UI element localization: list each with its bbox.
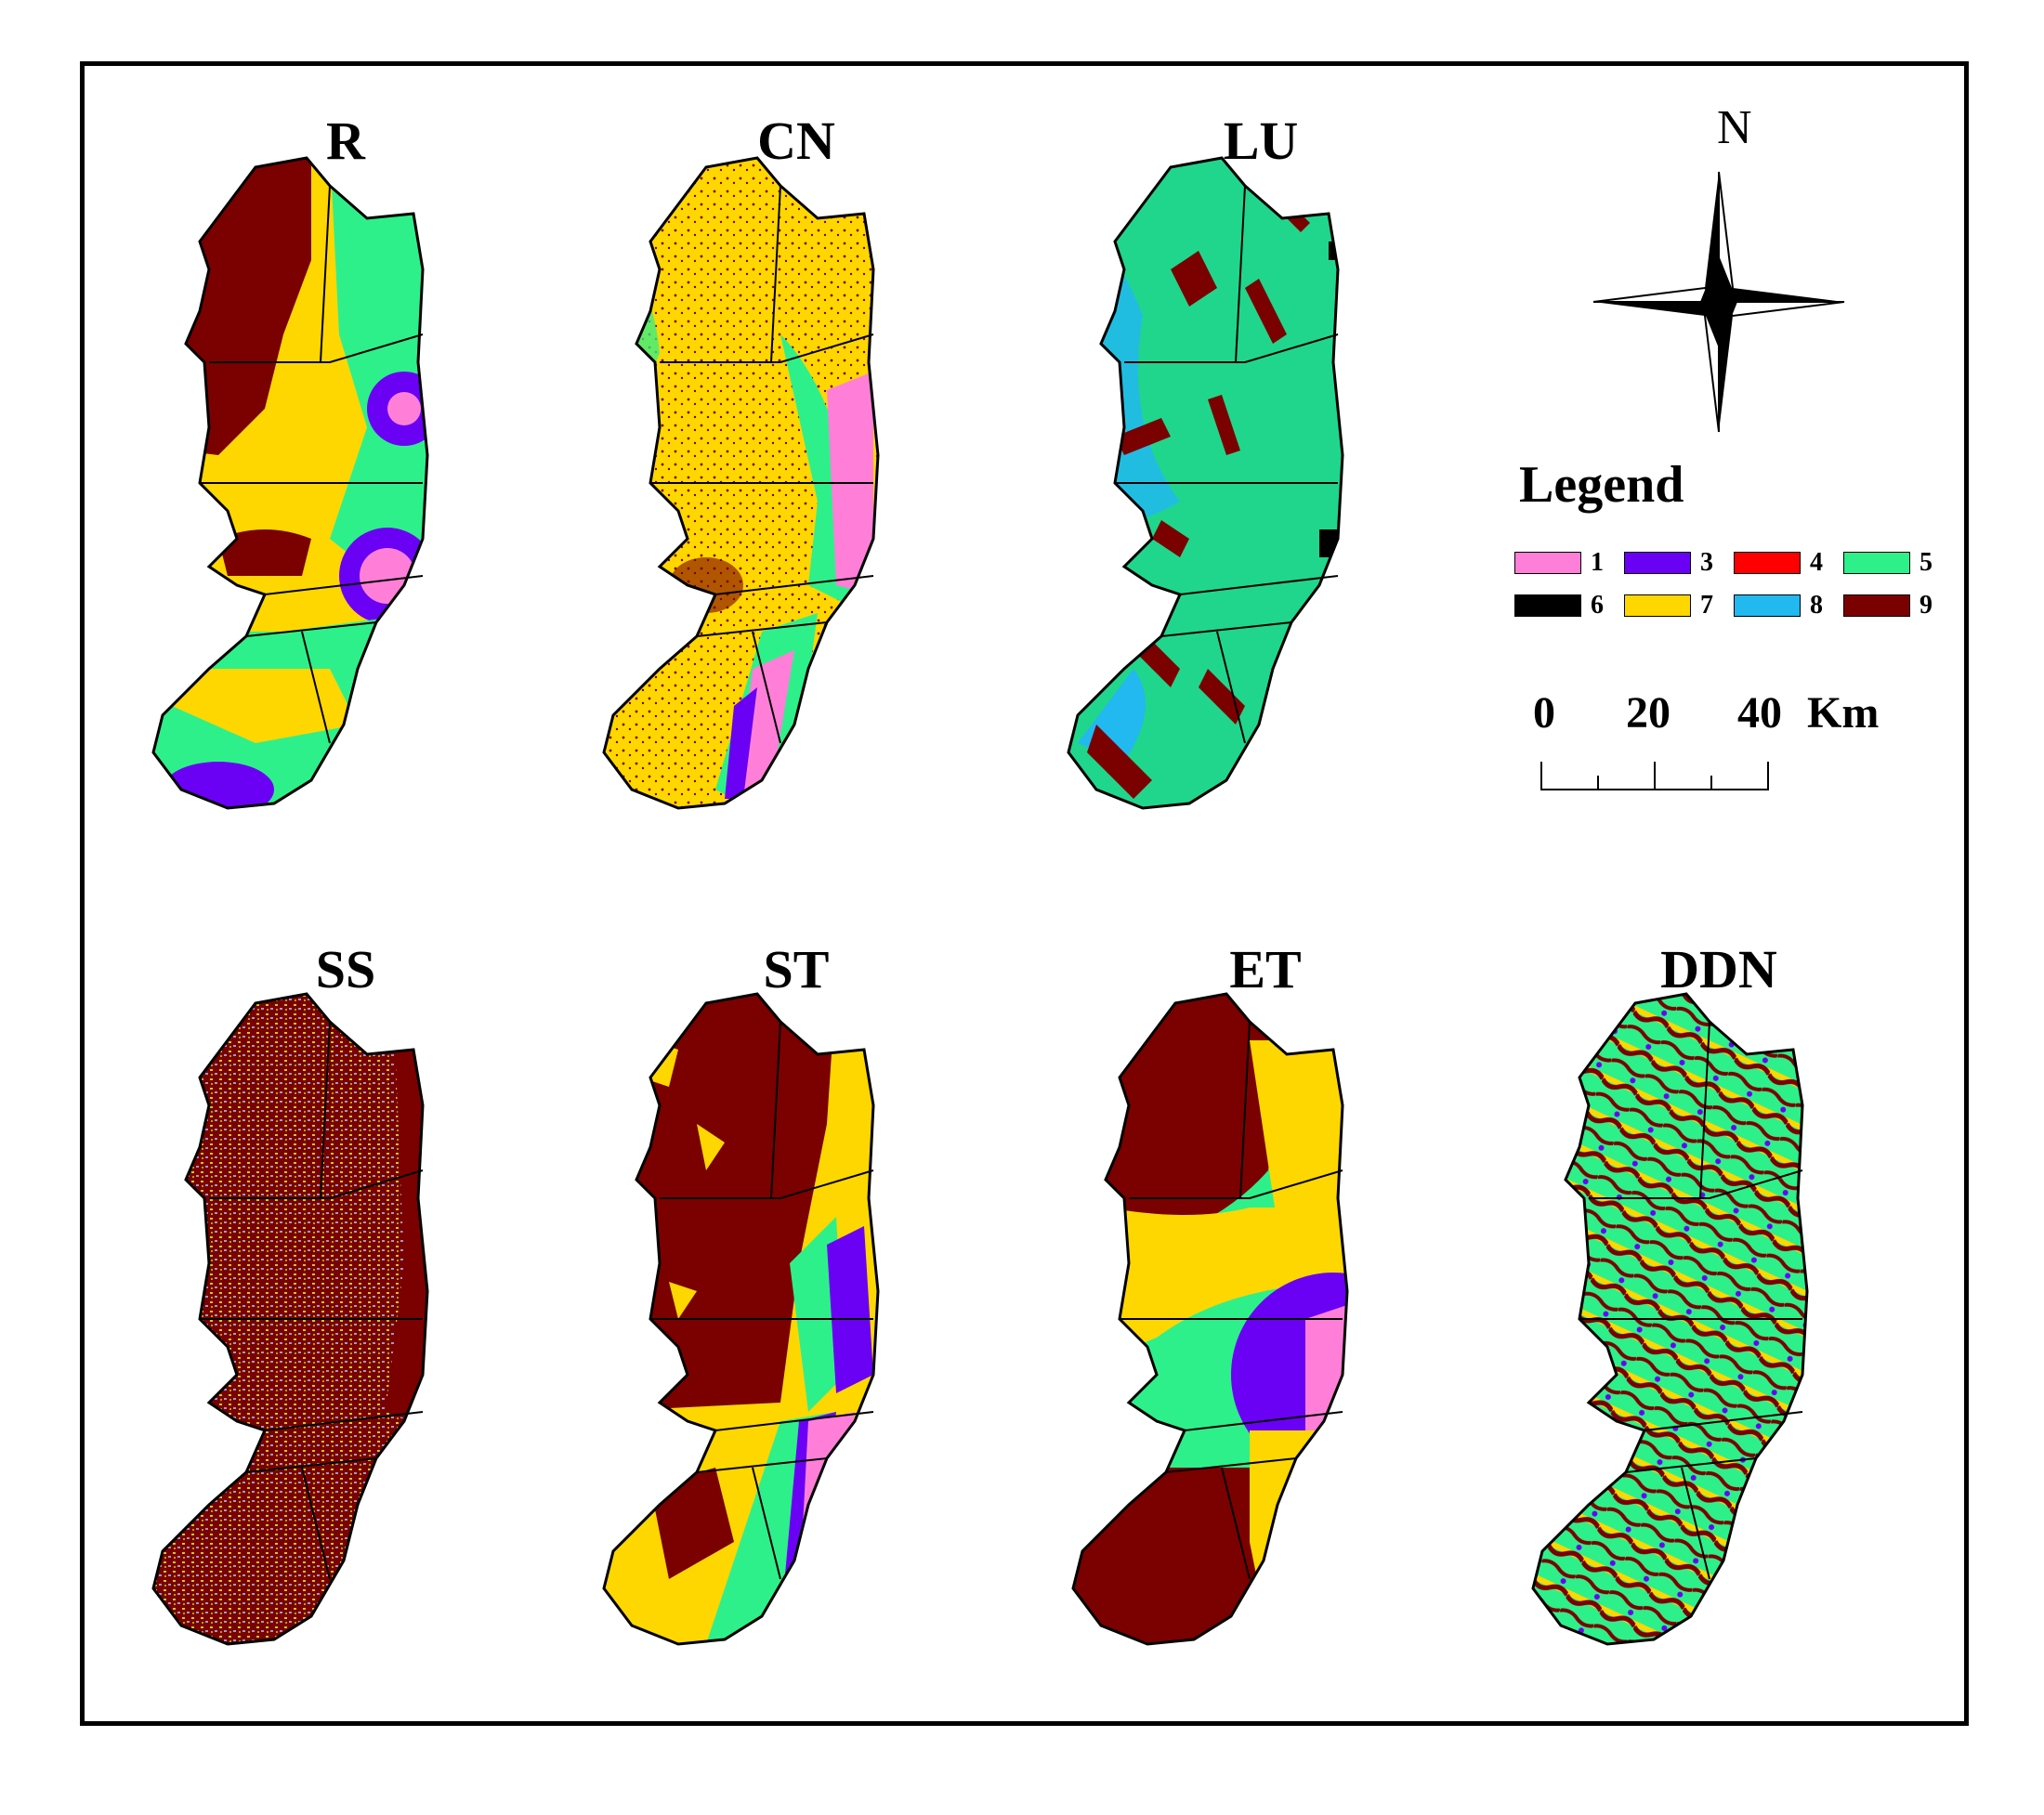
legend-swatch xyxy=(1734,594,1801,617)
legend-label: 3 xyxy=(1700,548,1713,577)
legend-swatch xyxy=(1514,594,1581,617)
legend-swatch xyxy=(1843,594,1910,617)
legend-item-5: 5 xyxy=(1843,548,1933,578)
legend-label: 8 xyxy=(1810,591,1823,620)
north-label: N xyxy=(1717,101,1752,154)
legend-swatch xyxy=(1624,594,1691,617)
panel-title-st: ST xyxy=(763,939,830,999)
legend-title: Legend xyxy=(1519,456,1684,514)
map-ddn xyxy=(1531,992,1809,1646)
legend-label: 1 xyxy=(1591,548,1604,577)
panel-title-lu: LU xyxy=(1223,111,1299,171)
map-lu xyxy=(1067,156,1344,810)
panel-title-cn: CN xyxy=(757,111,835,171)
scale-label-20: 20 xyxy=(1626,688,1671,738)
legend-item-9: 9 xyxy=(1843,591,1933,620)
legend-label: 6 xyxy=(1591,591,1604,620)
panel-title-et: ET xyxy=(1229,939,1302,999)
compass-rose-icon xyxy=(1592,171,1845,433)
scale-unit: Km xyxy=(1807,688,1880,738)
legend-label: 4 xyxy=(1810,548,1823,577)
map-r xyxy=(151,156,429,810)
legend-swatch xyxy=(1843,552,1910,574)
legend-item-4: 4 xyxy=(1734,548,1823,578)
panel-title-r: R xyxy=(326,111,365,171)
map-st xyxy=(602,992,880,1646)
legend-item-7: 7 xyxy=(1624,591,1713,620)
scale-bar xyxy=(1540,762,1769,790)
legend-item-8: 8 xyxy=(1734,591,1823,620)
legend-swatch xyxy=(1624,552,1691,574)
legend-swatch xyxy=(1734,552,1801,574)
legend-label: 7 xyxy=(1700,591,1713,620)
legend-label: 9 xyxy=(1920,591,1933,620)
map-et xyxy=(1071,992,1349,1646)
panel-title-ddn: DDN xyxy=(1660,939,1777,999)
legend-label: 5 xyxy=(1920,548,1933,577)
map-ss xyxy=(151,992,429,1646)
legend-item-1: 1 xyxy=(1514,548,1604,578)
map-cn xyxy=(602,156,880,810)
legend-item-3: 3 xyxy=(1624,548,1713,578)
legend-swatch xyxy=(1514,552,1581,574)
legend-item-6: 6 xyxy=(1514,591,1604,620)
scale-label-0: 0 xyxy=(1533,688,1555,738)
panel-title-ss: SS xyxy=(315,939,376,999)
scale-label-40: 40 xyxy=(1737,688,1782,738)
